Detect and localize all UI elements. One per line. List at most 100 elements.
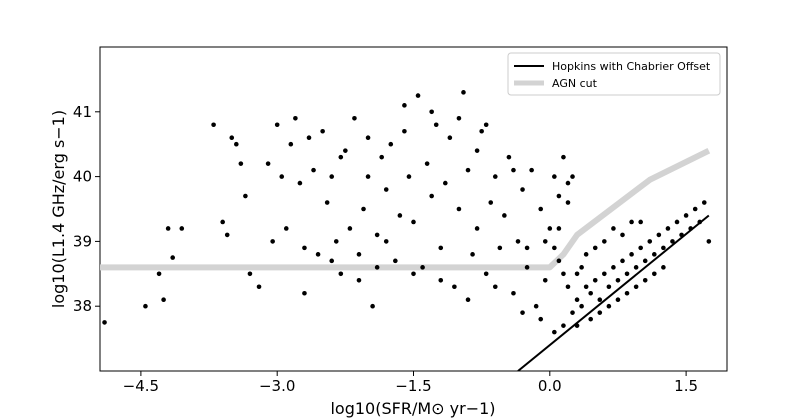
- scatter-point: [243, 193, 248, 199]
- scatter-point: [579, 265, 584, 270]
- scatter-point: [542, 277, 548, 283]
- scatter-point: [502, 213, 507, 218]
- scatter-point: [433, 122, 439, 128]
- scatter-point: [238, 161, 244, 166]
- scatter-point: [561, 271, 566, 277]
- scatter-point: [488, 200, 494, 205]
- scatter-point: [256, 284, 262, 290]
- scatter-point: [247, 271, 253, 277]
- scatter-point: [606, 303, 612, 309]
- scatter-point: [415, 93, 421, 98]
- scatter-point: [683, 213, 689, 218]
- agn-cut-line: [100, 147, 711, 271]
- scatter-point: [588, 316, 593, 322]
- scatter-point: [574, 297, 580, 303]
- scatter-point: [579, 303, 584, 309]
- scatter-point: [538, 316, 544, 322]
- scatter-point: [352, 115, 357, 121]
- scatter-point: [547, 226, 553, 231]
- scatter-point: [302, 245, 307, 251]
- x-tick-label: −1.5: [395, 377, 431, 395]
- scatter-point: [583, 252, 589, 257]
- scatter-point: [283, 226, 289, 231]
- scatter-point: [602, 239, 607, 244]
- scatter-point: [552, 245, 557, 251]
- scatter-point: [511, 290, 516, 296]
- scatter-point: [629, 219, 634, 225]
- scatter-point: [165, 226, 171, 231]
- scatter-point: [697, 219, 703, 225]
- scatter-point: [511, 167, 516, 173]
- scatter-point: [565, 284, 571, 290]
- scatter-point: [661, 245, 666, 251]
- y-tick-label: 41: [73, 103, 92, 121]
- scatter-point: [520, 187, 525, 192]
- scatter-point: [633, 265, 639, 270]
- legend-label-agn: AGN cut: [552, 77, 598, 90]
- scatter-point: [633, 284, 639, 290]
- x-axis-label: log10(SFR/M⊙ yr−1): [330, 399, 495, 418]
- scatter-point: [638, 245, 643, 251]
- scatter-point: [624, 271, 630, 277]
- x-tick-label: 1.5: [674, 377, 698, 395]
- scatter-point: [315, 252, 321, 257]
- scatter-point: [570, 310, 575, 315]
- scatter-point: [529, 167, 534, 173]
- scatter-point: [438, 277, 444, 283]
- scatter-point: [383, 187, 389, 192]
- scatter-point: [561, 154, 566, 160]
- scatter-point: [647, 239, 653, 244]
- scatter-point: [456, 115, 462, 121]
- scatter-point: [306, 135, 312, 141]
- scatter-point: [492, 174, 498, 179]
- scatter-point: [338, 154, 344, 160]
- y-tick-label: 38: [73, 297, 92, 315]
- scatter-point: [592, 277, 598, 283]
- scatter-point: [688, 226, 693, 231]
- scatter-point: [492, 284, 498, 290]
- scatter-point: [411, 271, 416, 277]
- scatter-point: [370, 303, 375, 309]
- hopkins-line: [517, 214, 710, 371]
- scatter-point: [556, 226, 562, 231]
- scatter-point: [642, 258, 648, 264]
- scatter-point: [324, 200, 330, 205]
- scatter-points: [102, 90, 712, 335]
- x-tick-label: 0.0: [538, 377, 562, 395]
- scatter-point: [288, 141, 294, 147]
- y-tick-label: 39: [73, 232, 92, 250]
- scatter-point: [156, 271, 162, 277]
- scatter-point: [143, 303, 148, 309]
- scatter-point: [374, 232, 380, 238]
- y-tick-label: 40: [73, 168, 92, 186]
- scatter-point: [388, 141, 394, 147]
- scatter-point: [483, 271, 489, 277]
- plot-frame: [99, 46, 728, 372]
- scatter-point: [474, 226, 480, 231]
- scatter-point: [602, 271, 607, 277]
- scatter-point: [620, 232, 625, 238]
- scatter-point: [679, 232, 684, 238]
- scatter-point: [656, 232, 662, 238]
- scatter-point: [701, 200, 707, 205]
- scatter-point: [583, 284, 589, 290]
- scatter-point: [542, 239, 548, 244]
- scatter-point: [674, 219, 680, 225]
- legend-label-hopkins: Hopkins with Chabrier Offset: [552, 60, 711, 73]
- scatter-point: [270, 239, 275, 244]
- scatter-point: [279, 174, 285, 179]
- scatter-point: [361, 206, 366, 212]
- scatter-point: [652, 271, 657, 277]
- scatter-point: [565, 200, 571, 205]
- scatter-point: [274, 122, 280, 128]
- scatter-point: [556, 258, 562, 264]
- scatter-point: [615, 277, 621, 283]
- scatter-point: [234, 141, 239, 147]
- scatter-point: [429, 109, 434, 115]
- x-tick-label: −3.0: [259, 377, 295, 395]
- scatter-point: [411, 219, 416, 225]
- scatter-point: [329, 174, 335, 179]
- scatter-point: [642, 277, 648, 283]
- legend: Hopkins with Chabrier Offset AGN cut: [507, 52, 721, 96]
